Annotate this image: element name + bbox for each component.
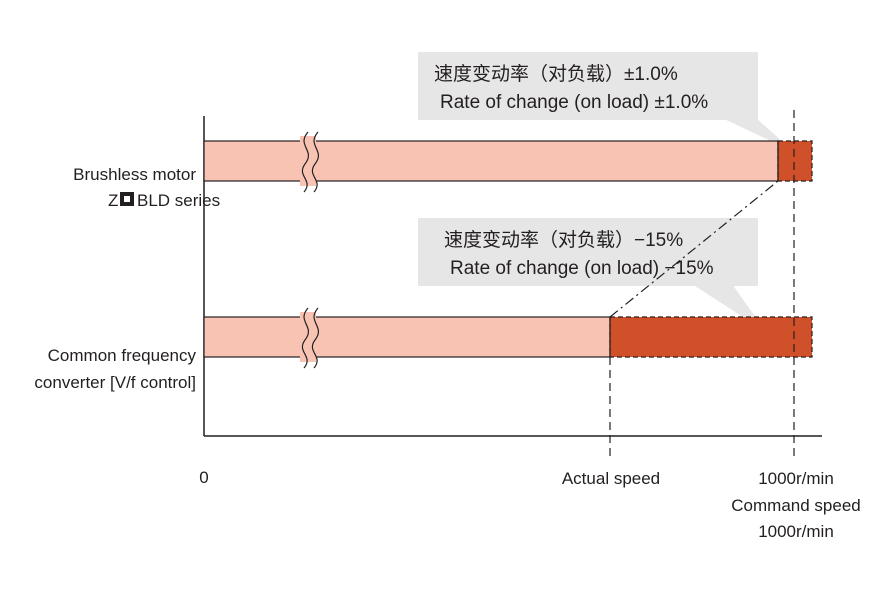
axis-origin-label: 0 [199,468,208,487]
bar-converter-variation [609,316,813,358]
bar-brushless-variation [777,140,813,182]
bar-brushless-base [203,140,779,182]
callout-converter-line1: 速度变动率（对负载）−15% [444,229,683,251]
callout-brushless-line2: Rate of change (on load) ±1.0% [440,92,708,113]
row-label-converter: Common frequency converter [V/f control] [34,346,196,392]
callout-converter: 速度变动率（对负载）−15% Rate of change (on load) … [418,218,766,332]
command-speed-value: 1000r/min [758,469,834,488]
dash-dot-connector [609,180,779,318]
bar-converter [203,307,813,369]
actual-speed-label: Actual speed [562,469,660,488]
callout-brushless-box [418,52,758,120]
bar-brushless [203,131,813,193]
callout-brushless: 速度变动率（对负载）±1.0% Rate of change (on load)… [418,52,794,152]
command-speed-label: Command speed [731,496,860,515]
row-label-brushless-prefix: Z [108,191,118,210]
row-label-converter-line2: converter [V/f control] [34,373,196,392]
axis-labels: 0 Actual speed 1000r/min Command speed 1… [199,468,860,541]
row-label-converter-line1: Common frequency [48,346,197,365]
axis-break-icon [301,131,310,193]
callout-converter-box [418,218,758,286]
row-label-brushless-suffix: BLD series [137,191,220,210]
callout-brushless-line1: 速度变动率（对负载）±1.0% [434,63,678,85]
command-speed-label-value: 1000r/min [758,522,834,541]
guide-lines [609,110,795,458]
row-label-brushless: Brushless motor Z BLD series [73,165,220,210]
bar-converter-base [203,316,611,358]
callout-converter-line2: Rate of change (on load) −15% [450,258,714,279]
axis-break-icon [301,307,310,369]
row-label-brushless-line1: Brushless motor [73,165,196,184]
